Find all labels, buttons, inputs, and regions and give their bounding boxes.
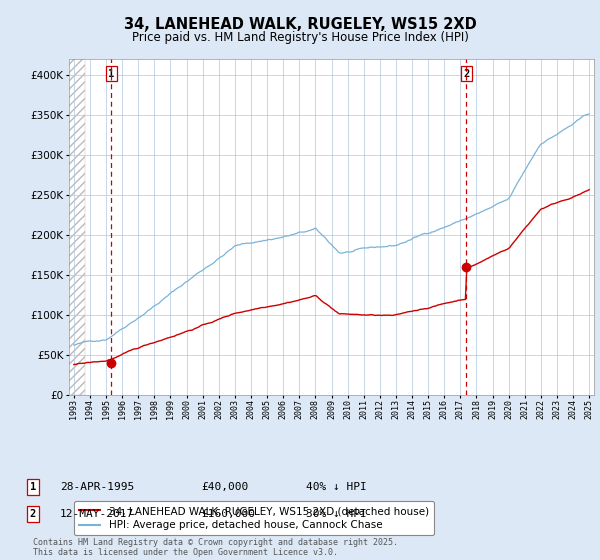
Text: 2: 2: [30, 509, 36, 519]
Text: 12-MAY-2017: 12-MAY-2017: [60, 509, 134, 519]
Text: Contains HM Land Registry data © Crown copyright and database right 2025.
This d: Contains HM Land Registry data © Crown c…: [33, 538, 398, 557]
Text: 28-APR-1995: 28-APR-1995: [60, 482, 134, 492]
Text: 30% ↓ HPI: 30% ↓ HPI: [306, 509, 367, 519]
Text: £40,000: £40,000: [201, 482, 248, 492]
Legend: 34, LANEHEAD WALK, RUGELEY, WS15 2XD (detached house), HPI: Average price, detac: 34, LANEHEAD WALK, RUGELEY, WS15 2XD (de…: [74, 501, 434, 535]
Text: £160,000: £160,000: [201, 509, 255, 519]
Text: Price paid vs. HM Land Registry's House Price Index (HPI): Price paid vs. HM Land Registry's House …: [131, 31, 469, 44]
Text: 2: 2: [463, 69, 469, 79]
Text: 1: 1: [108, 69, 115, 79]
Text: 34, LANEHEAD WALK, RUGELEY, WS15 2XD: 34, LANEHEAD WALK, RUGELEY, WS15 2XD: [124, 17, 476, 32]
Text: 40% ↓ HPI: 40% ↓ HPI: [306, 482, 367, 492]
Text: 1: 1: [30, 482, 36, 492]
